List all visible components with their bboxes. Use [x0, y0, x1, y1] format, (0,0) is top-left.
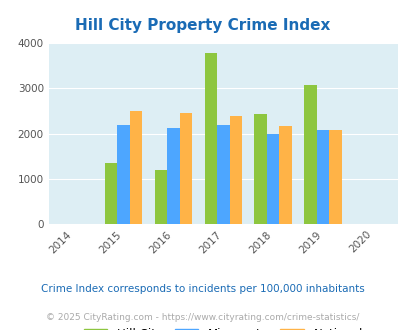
Bar: [117, 124, 130, 224]
Bar: [204, 53, 217, 224]
Bar: [229, 116, 241, 224]
Bar: [104, 163, 117, 224]
Text: Crime Index corresponds to incidents per 100,000 inhabitants: Crime Index corresponds to incidents per…: [41, 284, 364, 294]
Bar: [328, 130, 341, 224]
Bar: [266, 134, 279, 224]
Bar: [316, 130, 328, 224]
Bar: [254, 114, 266, 224]
Bar: [130, 111, 142, 224]
Text: Hill City Property Crime Index: Hill City Property Crime Index: [75, 18, 330, 33]
Bar: [279, 126, 291, 224]
Bar: [217, 125, 229, 224]
Bar: [179, 113, 192, 224]
Legend: Hill City, Minnesota, National: Hill City, Minnesota, National: [80, 325, 366, 330]
Bar: [304, 84, 316, 224]
Text: © 2025 CityRating.com - https://www.cityrating.com/crime-statistics/: © 2025 CityRating.com - https://www.city…: [46, 313, 359, 322]
Bar: [154, 170, 167, 224]
Bar: [167, 128, 179, 224]
